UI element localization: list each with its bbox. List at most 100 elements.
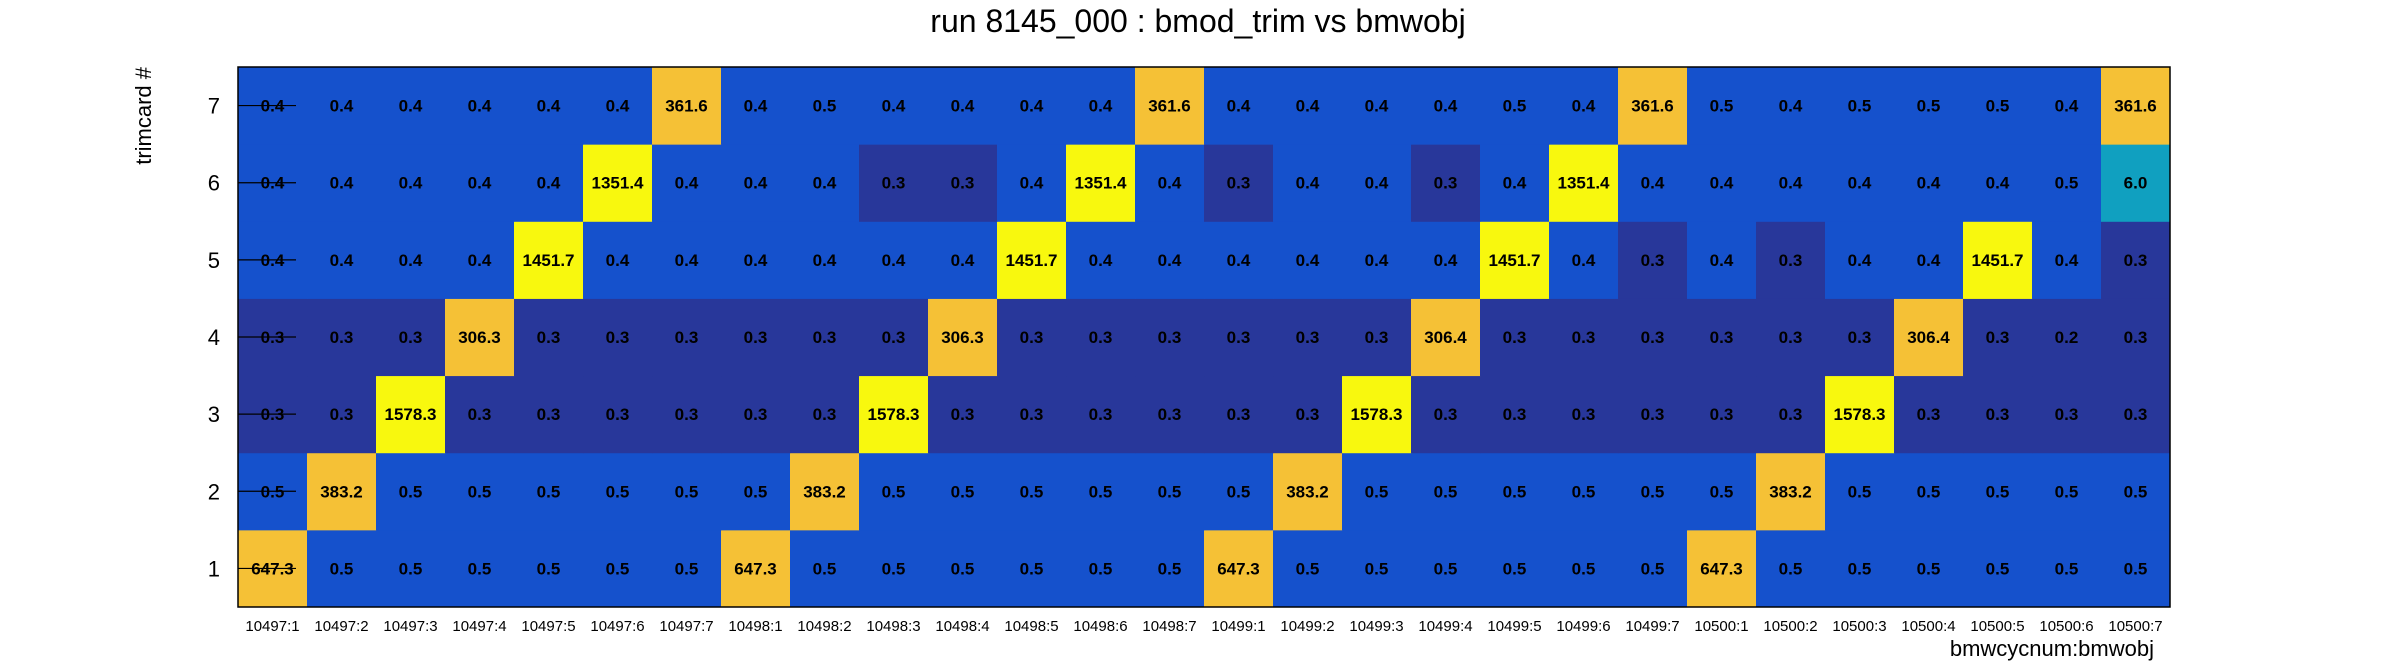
heatmap-cell — [376, 298, 446, 377]
cell-value-label: 0.3 — [1158, 328, 1182, 347]
heatmap-cell — [1273, 144, 1343, 222]
x-tick-label: 10497:7 — [659, 618, 713, 635]
cell-value-label: 0.5 — [1020, 482, 1044, 501]
heatmap-cell — [376, 529, 446, 608]
cell-value-label: 647.3 — [1217, 559, 1260, 578]
heatmap-cell — [1135, 529, 1205, 608]
heatmap-cell — [652, 144, 722, 222]
heatmap-cell — [1549, 452, 1619, 531]
heatmap-cell — [1756, 144, 1826, 222]
heatmap-cell — [1480, 529, 1550, 608]
heatmap-cell — [2101, 452, 2171, 531]
cell-value-label: 0.3 — [744, 328, 768, 347]
cell-value-label: 0.4 — [1296, 97, 1320, 116]
x-tick-label: 10499:5 — [1487, 618, 1541, 635]
heatmap-cell — [514, 144, 584, 222]
cell-value-label: 0.5 — [1365, 559, 1389, 578]
cell-value-label: 0.3 — [2124, 328, 2148, 347]
heatmap-cell — [1687, 375, 1757, 454]
cell-value-label: 0.4 — [606, 251, 630, 270]
heatmap-cell — [307, 375, 377, 454]
y-ticks: 1 2 3 4 5 6 7 — [208, 94, 296, 581]
cell-value-label: 0.3 — [1227, 405, 1251, 424]
cell-value-label: 306.3 — [941, 328, 984, 347]
x-tick-label: 10497:1 — [245, 618, 299, 635]
y-tick-label: 2 — [208, 479, 220, 504]
cell-value-label: 0.4 — [744, 97, 768, 116]
heatmap-cell — [1687, 529, 1757, 608]
heatmap-cell — [790, 67, 860, 145]
heatmap-cell — [1756, 221, 1826, 299]
cell-value-label: 647.3 — [734, 559, 777, 578]
heatmap-cell — [1894, 452, 1964, 531]
heatmap-cell — [2032, 452, 2102, 531]
cell-value-label: 6.0 — [2124, 174, 2148, 193]
cell-value-label: 0.5 — [537, 559, 561, 578]
cell-value-label: 0.5 — [468, 559, 492, 578]
cell-value-label: 1351.4 — [1075, 174, 1128, 193]
cell-value-label: 0.5 — [1572, 559, 1596, 578]
heatmap-cell — [1825, 375, 1895, 454]
heatmap-cell — [1687, 221, 1757, 299]
cell-value-label: 0.4 — [675, 251, 699, 270]
heatmap-cell — [1480, 375, 1550, 454]
cell-value-label: 0.4 — [744, 251, 768, 270]
cell-value-label: 0.5 — [951, 482, 975, 501]
cell-value-label: 0.5 — [1986, 559, 2010, 578]
heatmap-cell — [583, 375, 653, 454]
cell-value-label: 0.5 — [1986, 482, 2010, 501]
chart-title: run 8145_000 : bmod_trim vs bmwobj — [930, 3, 1465, 39]
x-tick-label: 10499:6 — [1556, 618, 1610, 635]
heatmap-cell — [652, 529, 722, 608]
heatmap-cell — [1549, 529, 1619, 608]
heatmap-cell — [583, 67, 653, 145]
cell-value-label: 0.3 — [1779, 251, 1803, 270]
heatmap-cell — [1963, 67, 2033, 145]
cell-value-label: 0.4 — [1089, 251, 1113, 270]
cell-value-label: 0.5 — [1158, 482, 1182, 501]
cell-value-label: 0.5 — [2055, 559, 2079, 578]
y-tick-label: 1 — [208, 556, 220, 581]
heatmap-cell — [1411, 144, 1481, 222]
heatmap-cell — [859, 67, 929, 145]
heatmap-cell — [1135, 221, 1205, 299]
heatmap-cell — [652, 375, 722, 454]
y-tick-label: 6 — [208, 171, 220, 196]
heatmap-cell — [445, 144, 515, 222]
heatmap-cell — [307, 144, 377, 222]
cell-value-label: 0.5 — [537, 482, 561, 501]
heatmap-cell — [790, 298, 860, 377]
heatmap-cell — [859, 298, 929, 377]
heatmap-cell — [307, 298, 377, 377]
heatmap-cell — [1411, 375, 1481, 454]
heatmap-cell — [1687, 298, 1757, 377]
x-tick-label: 10500:7 — [2108, 618, 2162, 635]
heatmap-cell — [790, 452, 860, 531]
heatmap-cell — [1480, 298, 1550, 377]
x-tick-label: 10498:6 — [1073, 618, 1127, 635]
cell-value-label: 0.4 — [951, 251, 975, 270]
cell-value-label: 0.5 — [1089, 482, 1113, 501]
cell-value-label: 1578.3 — [868, 405, 920, 424]
cell-value-label: 0.5 — [1296, 559, 1320, 578]
cell-value-label: 0.3 — [1503, 328, 1527, 347]
heatmap-cell — [1687, 144, 1757, 222]
cell-value-label: 0.4 — [1986, 174, 2010, 193]
cell-value-label: 0.4 — [1365, 174, 1389, 193]
cell-value-label: 0.5 — [1641, 559, 1665, 578]
cell-value-label: 0.3 — [1158, 405, 1182, 424]
cell-value-label: 0.3 — [468, 405, 492, 424]
heatmap-cell — [928, 144, 998, 222]
cell-value-label: 0.5 — [1503, 482, 1527, 501]
x-tick-label: 10498:1 — [728, 618, 782, 635]
cell-value-label: 383.2 — [803, 482, 846, 501]
heatmap-cell — [859, 221, 929, 299]
heatmap-cell — [1411, 529, 1481, 608]
cell-value-label: 1451.7 — [1489, 251, 1541, 270]
heatmap-cell — [445, 221, 515, 299]
heatmap-cell — [997, 375, 1067, 454]
cell-value-label: 0.3 — [537, 328, 561, 347]
heatmap-cell — [1066, 221, 1136, 299]
heatmap-cell — [2032, 529, 2102, 608]
cell-value-label: 361.6 — [2114, 97, 2157, 116]
